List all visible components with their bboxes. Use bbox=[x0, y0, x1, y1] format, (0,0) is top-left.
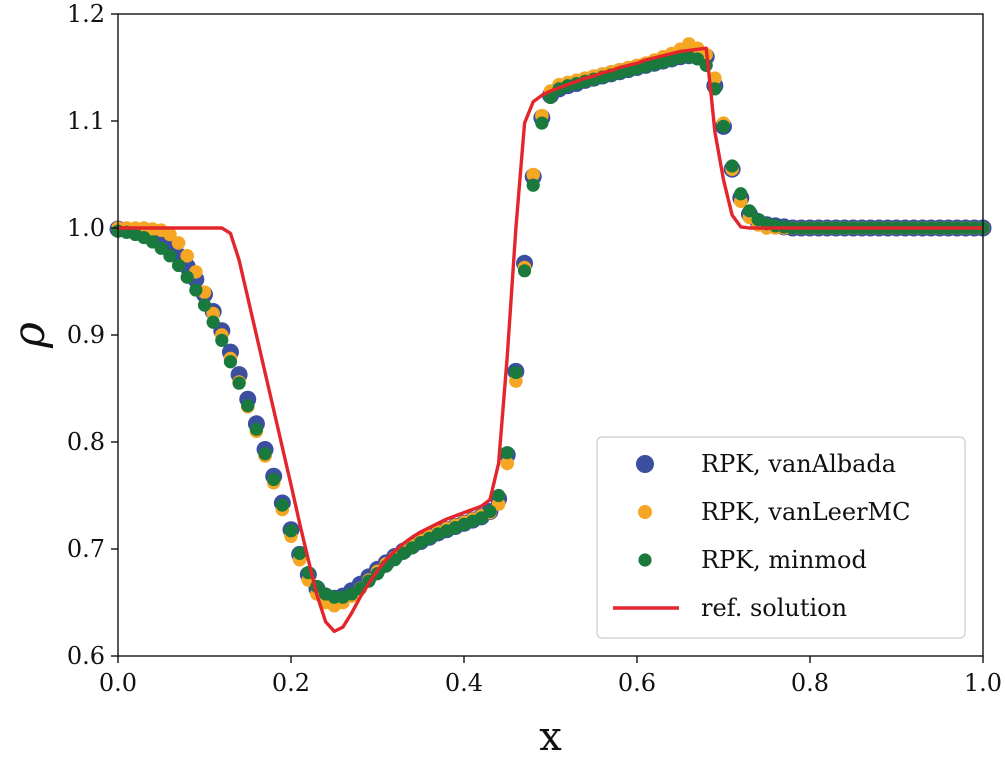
point-rpk-minmod bbox=[742, 204, 757, 218]
y-tick-label: 1.0 bbox=[67, 214, 105, 242]
point-rpk-minmod bbox=[293, 546, 307, 560]
point-rpk-minmod bbox=[509, 365, 523, 380]
point-rpk-minmod bbox=[163, 249, 177, 263]
point-rpk-minmod bbox=[206, 315, 220, 329]
legend-entry-label: RPK, vanAlbada bbox=[701, 450, 896, 478]
point-rpk-minmod bbox=[215, 333, 229, 347]
point-rpk-minmod bbox=[716, 119, 731, 133]
y-tick-label: 0.8 bbox=[67, 428, 105, 456]
point-rpk-minmod bbox=[232, 376, 246, 390]
point-rpk-minmod bbox=[275, 498, 289, 512]
point-rpk-minmod bbox=[180, 270, 194, 284]
point-rpk-vanleermc bbox=[171, 236, 186, 250]
point-rpk-minmod bbox=[535, 116, 549, 130]
x-tick-label: 0.2 bbox=[272, 669, 310, 697]
y-tick-label: 1.2 bbox=[67, 0, 105, 28]
point-rpk-minmod bbox=[734, 187, 748, 201]
axis-ticks: 0.0 0.2 0.4 0.6 0.8 1.0 0.6 0.7 0.8 0.9 1.0 1.1 1.2 bbox=[67, 0, 1002, 697]
x-tick-label: 0.8 bbox=[791, 669, 829, 697]
x-tick-label: 0.0 bbox=[99, 669, 137, 697]
legend-marker-swatch bbox=[636, 455, 654, 473]
point-rpk-minmod bbox=[517, 264, 532, 278]
point-rpk-minmod bbox=[267, 472, 281, 487]
point-rpk-minmod bbox=[189, 283, 203, 297]
series-line-ref-solution bbox=[118, 46, 983, 634]
legend-entry-label: RPK, minmod bbox=[701, 546, 867, 574]
y-tick-label: 1.1 bbox=[67, 107, 105, 135]
point-rpk-minmod bbox=[258, 447, 272, 461]
point-rpk-minmod bbox=[223, 355, 238, 369]
point-rpk-minmod bbox=[483, 504, 497, 519]
point-rpk-minmod bbox=[725, 159, 739, 173]
point-rpk-minmod bbox=[500, 446, 514, 460]
point-rpk-vanleermc bbox=[500, 456, 515, 471]
legend-marker-swatch bbox=[638, 505, 652, 519]
point-rpk-minmod bbox=[249, 422, 263, 436]
y-tick-label: 0.7 bbox=[67, 535, 105, 563]
legend: RPK, vanAlbada RPK, vanLeerMC RPK, minmod r… bbox=[596, 436, 966, 639]
point-rpk-vanleermc bbox=[180, 249, 194, 263]
point-rpk-minmod bbox=[492, 488, 506, 503]
point-rpk-minmod bbox=[526, 178, 540, 192]
point-rpk-minmod bbox=[197, 298, 212, 312]
point-rpk-minmod bbox=[154, 241, 168, 255]
y-axis-label: ρ bbox=[4, 322, 55, 349]
data-marks bbox=[109, 37, 992, 634]
x-tick-label: 0.4 bbox=[445, 669, 483, 697]
legend-marker-swatch bbox=[638, 553, 652, 567]
legend-entry-label: ref. solution bbox=[701, 594, 847, 622]
y-tick-label: 0.6 bbox=[67, 642, 105, 670]
point-rpk-minmod bbox=[241, 399, 255, 413]
legend-entry-label: RPK, vanLeerMC bbox=[701, 498, 910, 526]
point-rpk-vanleermc bbox=[526, 167, 540, 182]
x-axis-label: x bbox=[539, 714, 562, 758]
x-tick-label: 0.6 bbox=[618, 669, 656, 697]
point-rpk-vanleermc bbox=[163, 227, 177, 242]
x-tick-label: 1.0 bbox=[964, 669, 1002, 697]
legend-box bbox=[596, 436, 966, 639]
point-rpk-minmod bbox=[284, 524, 298, 538]
point-rpk-minmod bbox=[171, 258, 186, 273]
y-tick-label: 0.9 bbox=[67, 321, 105, 349]
